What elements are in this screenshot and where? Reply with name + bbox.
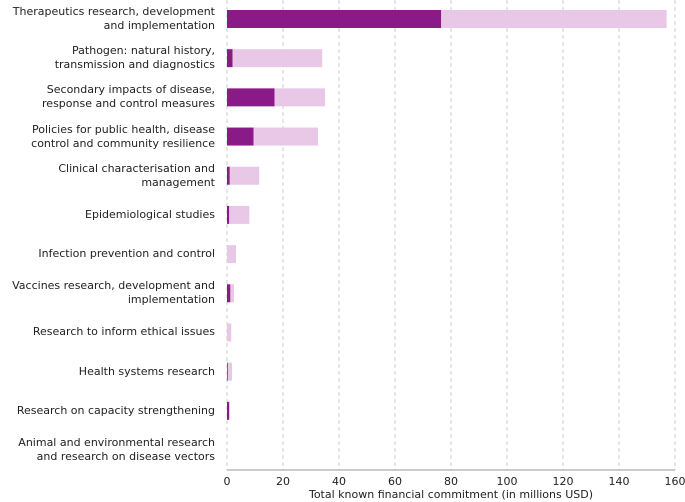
- x-tick-label: 120: [553, 475, 574, 488]
- y-tick-label: Epidemiological studies: [85, 207, 215, 221]
- x-tick-label: 60: [388, 475, 402, 488]
- bar: [230, 284, 234, 303]
- bar: [227, 10, 442, 28]
- bar: [227, 401, 230, 420]
- x-tick-label: 20: [276, 475, 290, 488]
- y-tick-label: Policies for public health, disease cont…: [31, 122, 215, 150]
- y-tick-label: Pathogen: natural history, transmission …: [54, 44, 215, 72]
- x-tick-label: 0: [224, 475, 231, 488]
- bar: [229, 205, 250, 224]
- bar: [227, 166, 230, 185]
- x-tick-label: 40: [332, 475, 346, 488]
- bar: [274, 88, 325, 107]
- bar: [227, 362, 228, 381]
- y-tick-label: Health systems research: [78, 364, 215, 378]
- bar: [227, 245, 236, 264]
- bar: [229, 166, 260, 185]
- bar: [253, 127, 318, 146]
- y-tick-label: Research to inform ethical issues: [32, 325, 215, 339]
- bar: [227, 323, 232, 342]
- bar: [227, 88, 275, 107]
- y-tick-label: Secondary impacts of disease, response a…: [42, 83, 215, 111]
- x-tick-label: 100: [497, 475, 518, 488]
- bar: [441, 10, 667, 28]
- bar: [227, 205, 230, 224]
- y-tick-label: Animal and environmental research and re…: [18, 436, 215, 463]
- bar: [227, 49, 233, 68]
- bar: [227, 127, 254, 146]
- bar: [227, 362, 233, 381]
- y-tick-label: Research on capacity strengthening: [16, 403, 215, 417]
- x-tick-label: 140: [609, 475, 630, 488]
- y-tick-label: Infection prevention and control: [38, 247, 215, 261]
- bar: [232, 49, 323, 68]
- bar: [227, 284, 231, 303]
- y-tick-label: Clinical characterisation and management: [58, 161, 215, 189]
- y-tick-label: Therapeutics research, development and i…: [12, 5, 215, 32]
- x-tick-label: 160: [665, 475, 685, 488]
- x-axis-label: Total known financial commitment (in mil…: [308, 488, 593, 501]
- y-tick-label: Vaccines research, development and imple…: [12, 279, 215, 307]
- x-tick-label: 80: [444, 475, 458, 488]
